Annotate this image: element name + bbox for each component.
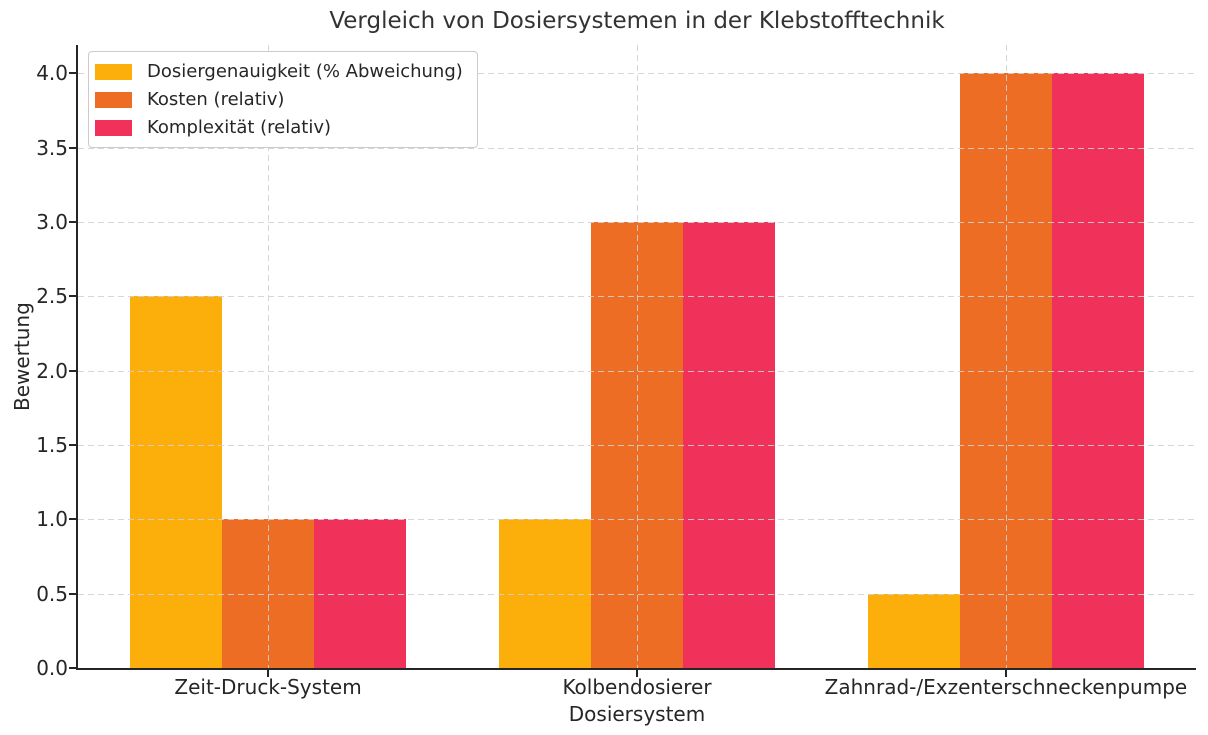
y-tick-label: 2.0 — [36, 358, 68, 383]
y-tick-label: 1.0 — [36, 507, 68, 532]
legend-swatch-series-2 — [95, 91, 132, 108]
x-tick-mark — [1004, 670, 1007, 677]
chart-title: Vergleich von Dosiersystemen in der Kleb… — [329, 8, 945, 34]
y-tick-mark — [69, 369, 76, 372]
plot-area — [76, 45, 1196, 670]
x-tick-mark — [636, 670, 638, 677]
x-tick-label: Zeit-Druck-System — [174, 675, 362, 699]
x-tick-label: Kolbendosierer — [562, 675, 712, 699]
legend-item: Dosiergenauigkeit (% Abweichung) — [95, 59, 463, 84]
legend-swatch-series-3 — [95, 119, 132, 136]
y-tick-label: 4.0 — [36, 61, 68, 86]
y-tick-label: 1.5 — [36, 432, 68, 457]
x-tick-label: Zahnrad-/Exzenterschneckenpumpe — [824, 675, 1188, 699]
y-tick-label: 0.5 — [36, 581, 68, 606]
v-gridline — [637, 45, 638, 668]
x-tick-mark — [267, 670, 270, 677]
y-tick-mark — [69, 443, 76, 446]
y-tick-mark — [69, 72, 76, 75]
x-axis-label: Dosiersystem — [568, 702, 706, 726]
legend-item: Kosten (relativ) — [95, 87, 463, 112]
legend-label: Kosten (relativ) — [147, 89, 285, 110]
legend-label: Dosiergenauigkeit (% Abweichung) — [147, 61, 463, 82]
legend-label: Komplexität (relativ) — [147, 117, 332, 138]
y-axis-spine — [76, 45, 78, 668]
y-tick-label: 3.5 — [36, 135, 68, 160]
y-tick-mark — [69, 220, 76, 223]
y-tick-mark — [69, 518, 76, 521]
bar-1-3 — [867, 593, 960, 668]
v-gridline — [1005, 45, 1007, 668]
legend-swatch-series-1 — [95, 63, 132, 80]
y-tick-label: 3.0 — [36, 209, 68, 234]
y-tick-label: 0.0 — [36, 656, 68, 680]
bar-1-1 — [130, 296, 223, 668]
v-gridline — [268, 45, 270, 668]
y-tick-mark — [69, 146, 76, 149]
x-axis-spine — [76, 668, 1196, 670]
y-tick-label: 2.5 — [36, 284, 68, 309]
legend: Dosiergenauigkeit (% Abweichung) Kosten … — [88, 51, 478, 148]
y-tick-mark — [69, 667, 76, 669]
y-tick-mark — [69, 295, 76, 298]
y-tick-mark — [69, 592, 76, 595]
legend-item: Komplexität (relativ) — [95, 115, 463, 140]
